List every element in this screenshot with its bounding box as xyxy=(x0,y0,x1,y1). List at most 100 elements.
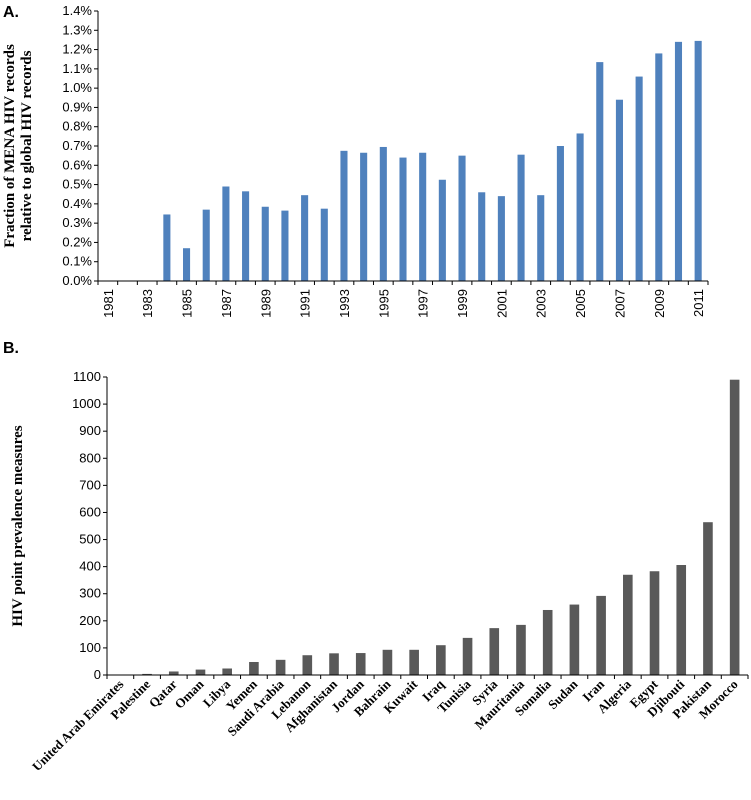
a-y-axis-title-line-2: relative to global HIV records xyxy=(19,50,35,241)
bar-2008 xyxy=(635,76,643,281)
a-x-tick-label: 2011 xyxy=(691,289,706,317)
bar-oman xyxy=(195,669,206,675)
bar-1997 xyxy=(419,152,427,281)
bar-kuwait xyxy=(409,649,419,675)
bar-1995 xyxy=(379,146,387,281)
a-y-tick-label: 0.6% xyxy=(62,157,92,172)
bar-2004 xyxy=(556,146,564,281)
a-y-tick-label: 1.1% xyxy=(62,61,92,76)
bar-2010 xyxy=(674,41,683,281)
b-y-tick-label: 0 xyxy=(94,667,101,682)
a-x-tick-label: 1993 xyxy=(337,289,352,318)
bar-jordan xyxy=(355,653,366,675)
bar-2003 xyxy=(537,195,545,281)
bar-2001 xyxy=(497,196,505,281)
panel-b-chart: B. HIV point prevalence measures 0 100 200… xyxy=(3,340,749,774)
b-y-tick-label: 900 xyxy=(79,423,101,438)
bar-2005 xyxy=(576,133,584,281)
a-x-tick-label: 2007 xyxy=(612,289,627,318)
bar-2006 xyxy=(596,62,604,281)
bar-1988 xyxy=(242,191,250,281)
bar-mauritania xyxy=(516,624,526,675)
bar-sudan xyxy=(569,604,580,675)
bar-bahrain xyxy=(382,649,393,675)
b-x-tick-label: Sudan xyxy=(545,676,581,712)
a-y-tick-label: 1.0% xyxy=(62,80,92,95)
bar-afghanistan xyxy=(329,653,339,675)
bar-egypt xyxy=(649,571,660,675)
a-x-tick-label: 2009 xyxy=(652,289,667,318)
bar-pakistan xyxy=(703,522,713,675)
bar-2007 xyxy=(615,99,623,281)
panel-b-y-axis-ticks: 0 100 200 300 400 500 600 700 800 900 1000 1100 xyxy=(72,369,107,682)
bar-1992 xyxy=(320,208,328,281)
bar-1987 xyxy=(222,186,230,281)
a-y-tick-label: 0.3% xyxy=(62,215,92,230)
panel-a-label: A. xyxy=(3,4,19,21)
bar-2009 xyxy=(655,53,663,281)
b-y-axis-title-line-1: HIV point prevalence measures xyxy=(10,425,26,626)
b-y-tick-label: 100 xyxy=(79,640,101,655)
b-y-tick-label: 400 xyxy=(79,559,101,574)
a-x-tick-label: 1987 xyxy=(219,289,234,318)
b-y-tick-label: 300 xyxy=(79,586,101,601)
bar-1985 xyxy=(183,248,191,281)
bar-2002 xyxy=(517,154,525,281)
bar-saudi-arabia xyxy=(275,659,286,675)
panel-a-axes xyxy=(97,11,708,282)
b-y-tick-label: 700 xyxy=(79,477,101,492)
panel-a-chart: A. Fraction of MENA HIV records relative … xyxy=(2,3,709,318)
b-y-tick-label: 200 xyxy=(79,613,101,628)
bar-qatar xyxy=(168,671,179,675)
a-x-tick-label: 1991 xyxy=(298,289,313,318)
bar-1991 xyxy=(301,195,309,281)
b-y-tick-label: 600 xyxy=(79,504,101,519)
a-x-tick-label: 1995 xyxy=(376,289,391,318)
a-y-axis-title-line-1: Fraction of MENA HIV records xyxy=(2,44,18,248)
a-x-tick-label: 2003 xyxy=(534,289,549,318)
panel-a-x-axis-ticks: 1981 1983 1985 1987 1989 1991 1993 1995 1997 1999… xyxy=(97,281,709,318)
a-x-tick-label: 1989 xyxy=(258,289,273,318)
bar-1994 xyxy=(360,152,368,281)
a-y-tick-label: 0.1% xyxy=(62,254,92,269)
bar-morocco xyxy=(729,379,740,675)
a-x-tick-label: 1981 xyxy=(101,289,116,318)
panel-b-y-axis-title: HIV point prevalence measures xyxy=(10,425,26,626)
a-y-tick-label: 0.0% xyxy=(62,273,92,288)
a-x-tick-label: 1997 xyxy=(416,289,431,318)
a-x-tick-label: 1999 xyxy=(455,289,470,318)
bar-somalia xyxy=(542,609,553,675)
a-x-tick-label: 2001 xyxy=(494,289,509,318)
bar-1996 xyxy=(399,157,407,281)
bar-1993 xyxy=(340,150,348,281)
bar-1998 xyxy=(438,179,446,281)
a-x-tick-label: 1983 xyxy=(140,289,155,318)
panel-b-bars xyxy=(115,379,740,675)
a-y-tick-label: 1.2% xyxy=(62,42,92,57)
bar-syria xyxy=(489,628,500,675)
panel-a-bars xyxy=(163,40,702,282)
bar-algeria xyxy=(623,574,633,675)
bar-1999 xyxy=(458,155,466,281)
panel-b-label: B. xyxy=(3,340,19,357)
bar-1990 xyxy=(281,210,289,281)
a-x-tick-label: 2005 xyxy=(573,289,588,318)
b-y-tick-label: 500 xyxy=(79,532,101,547)
bar-iran xyxy=(596,595,606,675)
bar-palestine xyxy=(142,673,152,675)
b-y-tick-label: 1100 xyxy=(73,369,101,384)
bar-1989 xyxy=(261,206,269,281)
a-y-tick-label: 0.5% xyxy=(62,177,92,192)
panel-a-y-axis-title: Fraction of MENA HIV records relative to … xyxy=(2,44,35,248)
panel-b-x-axis-ticks: United Arab EmiratesPalestineQatarOmanLi… xyxy=(29,675,749,774)
panel-a-y-axis-ticks: 0.0% 0.1% 0.2% 0.3% 0.4% 0.5% 0.6% 0.7% 0.8% 0.9%… xyxy=(62,3,98,288)
bar-iraq xyxy=(436,645,446,675)
a-y-tick-label: 0.2% xyxy=(62,234,92,249)
b-x-tick-label: United Arab Emirates xyxy=(29,677,126,774)
bar-lebanon xyxy=(302,655,313,675)
a-y-tick-label: 0.8% xyxy=(62,119,92,134)
bar-2000 xyxy=(478,192,486,281)
a-y-tick-label: 1.4% xyxy=(62,3,92,18)
bar-1984 xyxy=(163,214,171,281)
